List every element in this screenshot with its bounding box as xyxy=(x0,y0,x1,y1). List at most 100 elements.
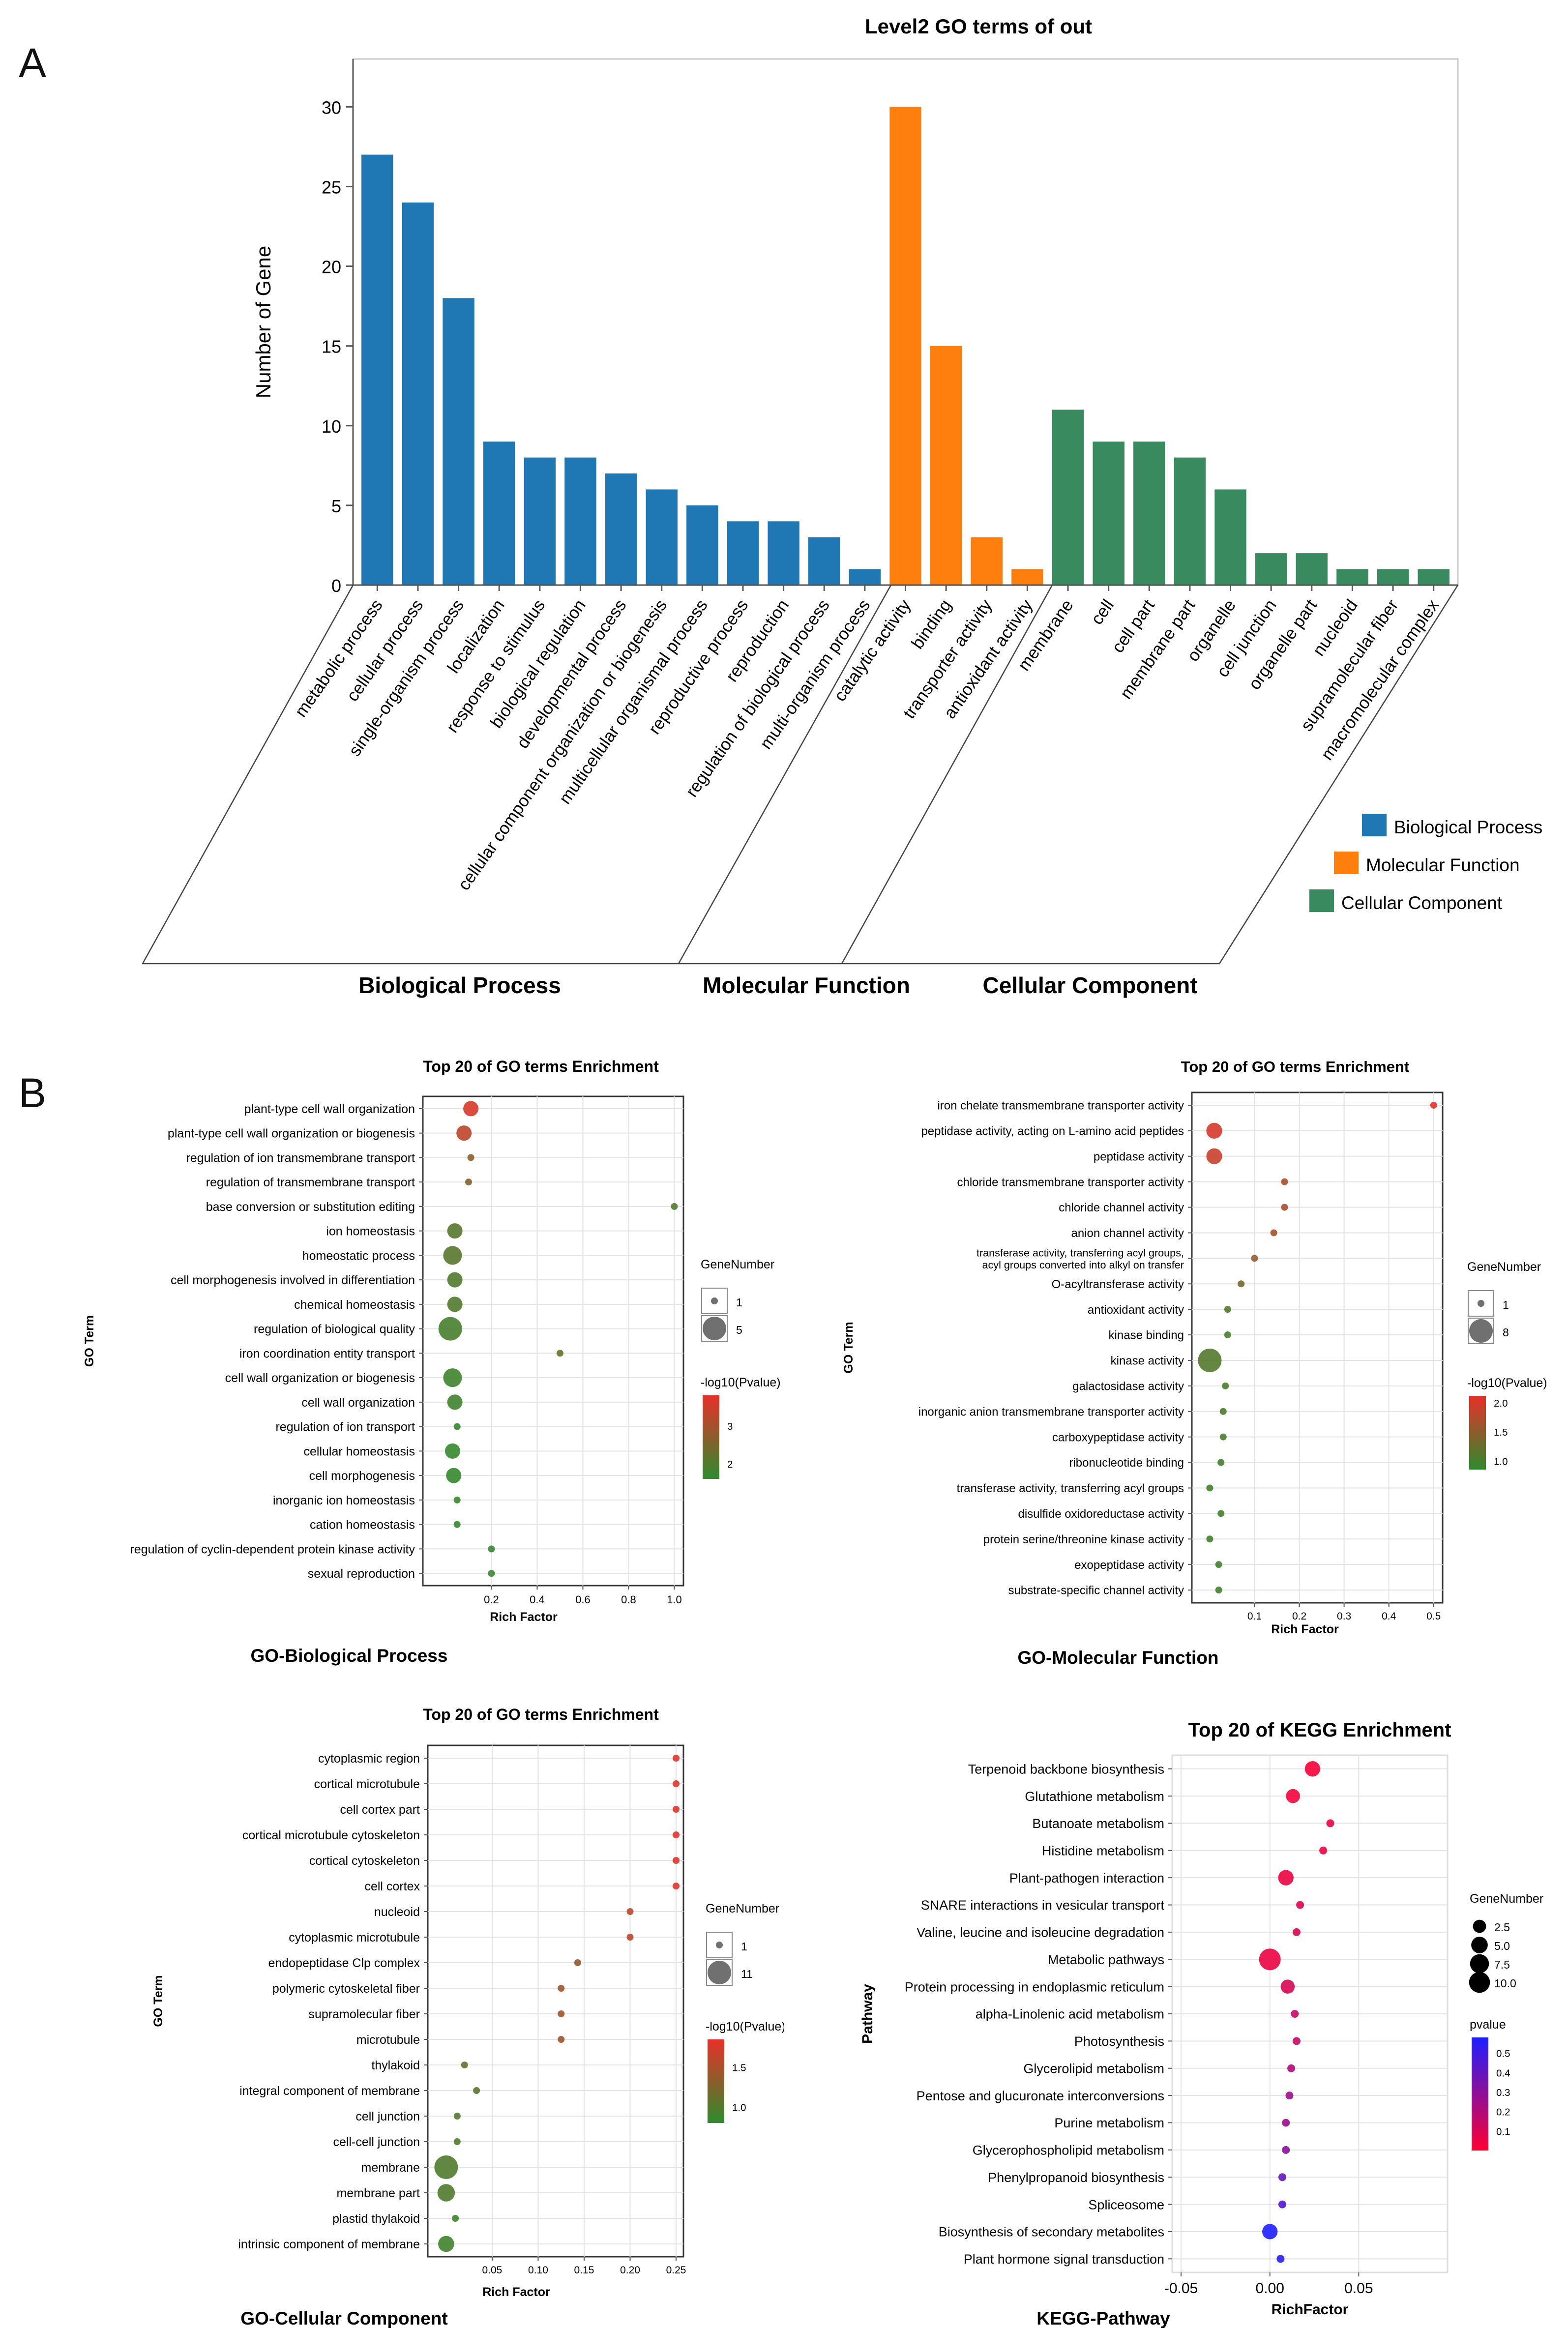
bar-supramolecular-fiber xyxy=(1377,569,1409,585)
data-point xyxy=(1217,1510,1225,1517)
size-legend-dot xyxy=(1473,1919,1486,1933)
size-legend-dot xyxy=(716,1942,723,1948)
legend-label: Cellular Component xyxy=(1341,893,1503,913)
term-label: membrane part xyxy=(336,2186,420,2200)
term-label: iron chelate transmembrane transporter a… xyxy=(937,1099,1184,1113)
data-point xyxy=(1281,1204,1288,1211)
data-point xyxy=(443,1368,462,1387)
size-legend-title: GeneNumber xyxy=(701,1258,774,1271)
data-point xyxy=(558,2036,565,2043)
term-label: transferase activity, transferring acyl … xyxy=(976,1246,1184,1259)
data-point xyxy=(1259,1948,1281,1971)
bar-reproductive-process xyxy=(727,521,759,585)
data-point xyxy=(453,1496,461,1503)
data-point xyxy=(465,1179,472,1186)
data-point xyxy=(1276,2255,1285,2263)
bar-localization xyxy=(483,442,515,585)
y-tick-label: 10 xyxy=(322,416,341,437)
panel-b-label: B xyxy=(19,1070,47,1116)
bar-multicellular-organismal-process xyxy=(686,505,718,585)
term-label: cytoplasmic region xyxy=(318,1752,420,1766)
size-legend-label: 1 xyxy=(1503,1298,1509,1311)
term-label: Plant hormone signal transduction xyxy=(964,2252,1164,2267)
data-point xyxy=(488,1545,495,1553)
data-point xyxy=(1296,1901,1304,1909)
data-point xyxy=(447,1223,463,1239)
data-point xyxy=(437,2184,455,2202)
term-label: cell wall organization xyxy=(301,1396,415,1410)
x-tick-label: 0.8 xyxy=(621,1593,636,1606)
data-point xyxy=(444,1443,460,1459)
data-point xyxy=(673,1806,680,1813)
data-point xyxy=(488,1570,495,1577)
x-tick-label: 0.4 xyxy=(530,1593,545,1606)
term-label: base conversion or substitution editing xyxy=(206,1200,415,1214)
term-label: ion homeostasis xyxy=(326,1225,415,1238)
bar-response-to-stimulus xyxy=(524,457,556,585)
term-label: O-acyltransferase activity xyxy=(1052,1278,1184,1291)
legend-label: Biological Process xyxy=(1394,817,1542,837)
size-legend-label: 7.5 xyxy=(1494,1958,1510,1971)
x-tick-label: 0.05 xyxy=(482,2265,502,2276)
go-biological-process-bubble-chart: Top 20 of GO terms Enrichment 0.2 0.4 0.6 0.… xyxy=(83,1058,781,1666)
term-label: kinase activity xyxy=(1111,1355,1184,1368)
term-label: antioxidant activity xyxy=(1088,1303,1184,1317)
chart-title: Top 20 of KEGG Enrichment xyxy=(1188,1719,1451,1741)
plot-frame xyxy=(1191,1091,1444,1604)
x-axis-label: RichFactor xyxy=(1272,2301,1349,2318)
size-legend-dot xyxy=(1469,1319,1493,1343)
bar-cell-junction xyxy=(1255,553,1287,585)
color-legend-title: -log10(Pvalue) xyxy=(701,1376,781,1389)
x-tick-label: -0.05 xyxy=(1164,2280,1198,2297)
data-point xyxy=(467,1154,474,1161)
size-legend-label: 8 xyxy=(1503,1326,1509,1339)
term-label: protein serine/threonine kinase activity xyxy=(983,1533,1184,1546)
y-axis-label: GO Term xyxy=(151,1975,165,2027)
term-label: cytoplasmic microtubule xyxy=(289,1931,420,1945)
x-tick-label: 0.2 xyxy=(1292,1611,1306,1622)
term-label: membrane xyxy=(361,2161,420,2175)
bar-regulation-of-biological-process xyxy=(808,537,840,585)
term-label: iron coordination entity transport xyxy=(239,1347,415,1360)
group-outline xyxy=(141,585,1459,965)
data-point xyxy=(626,1908,634,1915)
size-legend-key xyxy=(1468,1318,1494,1344)
size-legend-key xyxy=(1468,1290,1494,1317)
y-tick-label: 20 xyxy=(322,257,341,277)
data-point xyxy=(1304,1761,1321,1777)
color-legend-label: 0.1 xyxy=(1496,2126,1510,2137)
term-label: acyl groups converted into alkyl on tran… xyxy=(982,1259,1184,1271)
size-legend-label: 11 xyxy=(741,1968,753,1980)
term-label: integral component of membrane xyxy=(239,2084,420,2098)
term-label: Biosynthesis of secondary metabolites xyxy=(939,2225,1164,2240)
bar-catalytic-activity xyxy=(889,107,921,586)
legend-swatch xyxy=(1334,852,1359,874)
color-legend-label: 3 xyxy=(727,1421,733,1432)
y-tick-label: 30 xyxy=(322,97,341,118)
data-point xyxy=(673,1831,680,1838)
data-point xyxy=(1217,1459,1225,1466)
bar-antioxidant-activity xyxy=(1011,569,1043,585)
go-cellular-component-bubble-chart: Top 20 of GO terms Enrichment 0.05 0.10 0.1… xyxy=(151,1706,784,2328)
size-legend-dot xyxy=(1469,1972,1490,1993)
data-point xyxy=(447,1272,463,1288)
term-label: peptidase activity, acting on L-amino ac… xyxy=(921,1124,1184,1138)
data-point xyxy=(673,1780,680,1787)
data-point xyxy=(1326,1819,1334,1827)
group-label: Molecular Function xyxy=(703,972,910,998)
term-label: Phenylpropanoid biosynthesis xyxy=(988,2170,1164,2185)
term-label: cortical microtubule cytoskeleton xyxy=(242,1828,420,1842)
term-label: kinase binding xyxy=(1109,1329,1184,1342)
term-label: microtubule xyxy=(356,2033,420,2047)
term-label: intrinsic component of membrane xyxy=(238,2238,420,2251)
data-point xyxy=(1206,1484,1213,1492)
color-legend-bar xyxy=(1469,1396,1486,1470)
plot-frame xyxy=(427,1744,684,2258)
x-tick-label: 0.4 xyxy=(1382,1611,1396,1622)
data-point xyxy=(443,1246,462,1265)
term-label: peptidase activity xyxy=(1094,1150,1184,1163)
bar-biological-regulation xyxy=(564,457,596,585)
term-label: regulation of ion transport xyxy=(275,1420,415,1434)
term-label: polymeric cytoskeletal fiber xyxy=(272,1982,420,1996)
